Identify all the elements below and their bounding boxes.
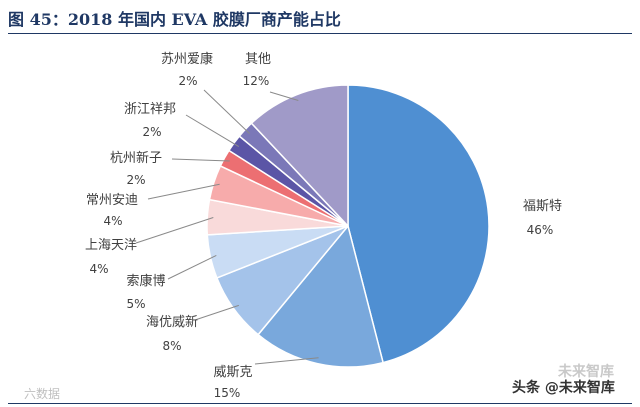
title-divider	[8, 33, 632, 34]
slice-label: 上海天洋	[85, 238, 137, 253]
slice-label: 常州安迪	[86, 193, 138, 208]
watermark-left: 六数据	[24, 386, 60, 401]
leader-line	[171, 158, 230, 162]
pie-slice	[257, 224, 384, 368]
leader-line	[203, 89, 250, 134]
slice-label: 杭州新子	[110, 150, 162, 166]
slice-label: 其他	[245, 52, 271, 67]
slice-label: 索康博	[126, 273, 165, 289]
pie-slice	[347, 84, 490, 364]
leader-line	[185, 114, 240, 148]
slice-value-label: 2%	[142, 125, 161, 139]
slice-label: 威斯克	[213, 365, 252, 380]
slice-value-label: 2%	[126, 173, 145, 187]
leader-line	[269, 91, 299, 101]
slice-value-label: 4%	[89, 262, 108, 276]
slice-value-label: 8%	[162, 339, 181, 353]
slice-value-label: 5%	[126, 297, 145, 311]
slice-value-label: 2%	[178, 74, 197, 88]
bottom-divider	[8, 403, 632, 404]
watermark-right: 头条 @未来智库	[512, 379, 615, 396]
slice-label: 苏州爱康	[161, 51, 213, 67]
slice-label: 福斯特	[523, 199, 562, 214]
leader-line	[167, 254, 217, 280]
slice-value-label: 4%	[103, 214, 122, 228]
watermark-right-top: 未来智库	[558, 363, 614, 380]
slice-value-label: 46%	[527, 223, 554, 237]
slice-label: 浙江祥邦	[124, 102, 176, 117]
chart-title: 图 45：2018 年国内 EVA 胶膜厂商产能占比	[8, 10, 341, 29]
leader-line	[194, 304, 239, 321]
leader-line	[135, 217, 214, 244]
leader-line	[254, 357, 319, 365]
slice-value-label: 12%	[243, 74, 270, 88]
pie-slice	[250, 84, 349, 228]
slice-value-label: 15%	[214, 386, 241, 400]
slice-label: 海优威新	[146, 314, 198, 330]
leader-line	[147, 183, 220, 200]
